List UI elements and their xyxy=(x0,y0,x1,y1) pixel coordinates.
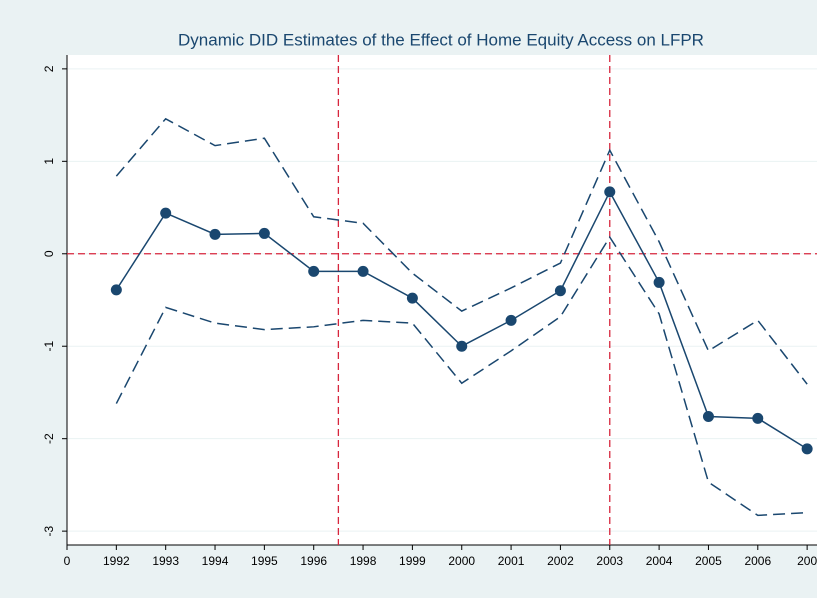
x-tick-label: 2001 xyxy=(498,554,525,568)
x-tick-label: 2005 xyxy=(695,554,722,568)
x-tick-label: 1995 xyxy=(251,554,278,568)
point xyxy=(604,186,616,198)
point xyxy=(505,314,517,326)
y-tick-label: 1 xyxy=(42,158,56,165)
point xyxy=(554,285,566,297)
y-tick-label: -3 xyxy=(42,525,56,536)
x-tick-label: 2000 xyxy=(448,554,475,568)
point xyxy=(110,284,122,296)
x-tick-label: 1994 xyxy=(202,554,229,568)
x-tick-label: 2004 xyxy=(646,554,673,568)
x-tick-label: 1992 xyxy=(103,554,130,568)
point xyxy=(308,265,320,277)
y-tick-label: -2 xyxy=(42,433,56,444)
x-tick-label: 200 xyxy=(797,554,817,568)
y-tick-label: -1 xyxy=(42,341,56,352)
series-line xyxy=(115,235,808,517)
x-tick-label: 1998 xyxy=(350,554,377,568)
x-tick-label: 1999 xyxy=(399,554,426,568)
point xyxy=(406,292,418,304)
point xyxy=(801,443,813,455)
point xyxy=(702,410,714,422)
point xyxy=(209,228,221,240)
point xyxy=(456,340,468,352)
point xyxy=(258,227,270,239)
y-tick-label: 0 xyxy=(42,250,56,257)
point xyxy=(653,276,665,288)
point xyxy=(752,412,764,424)
y-tick-label: 2 xyxy=(42,65,56,72)
x-tick-label: 2003 xyxy=(596,554,623,568)
point xyxy=(160,207,172,219)
series-line xyxy=(115,117,808,385)
x-tick-label: 0 xyxy=(64,554,71,568)
point xyxy=(357,265,369,277)
x-tick-label: 1993 xyxy=(152,554,179,568)
x-tick-label: 2006 xyxy=(744,554,771,568)
x-tick-label: 1996 xyxy=(300,554,327,568)
x-tick-label: 2002 xyxy=(547,554,574,568)
plot-area xyxy=(67,55,817,545)
chart-title: Dynamic DID Estimates of the Effect of H… xyxy=(178,30,704,49)
